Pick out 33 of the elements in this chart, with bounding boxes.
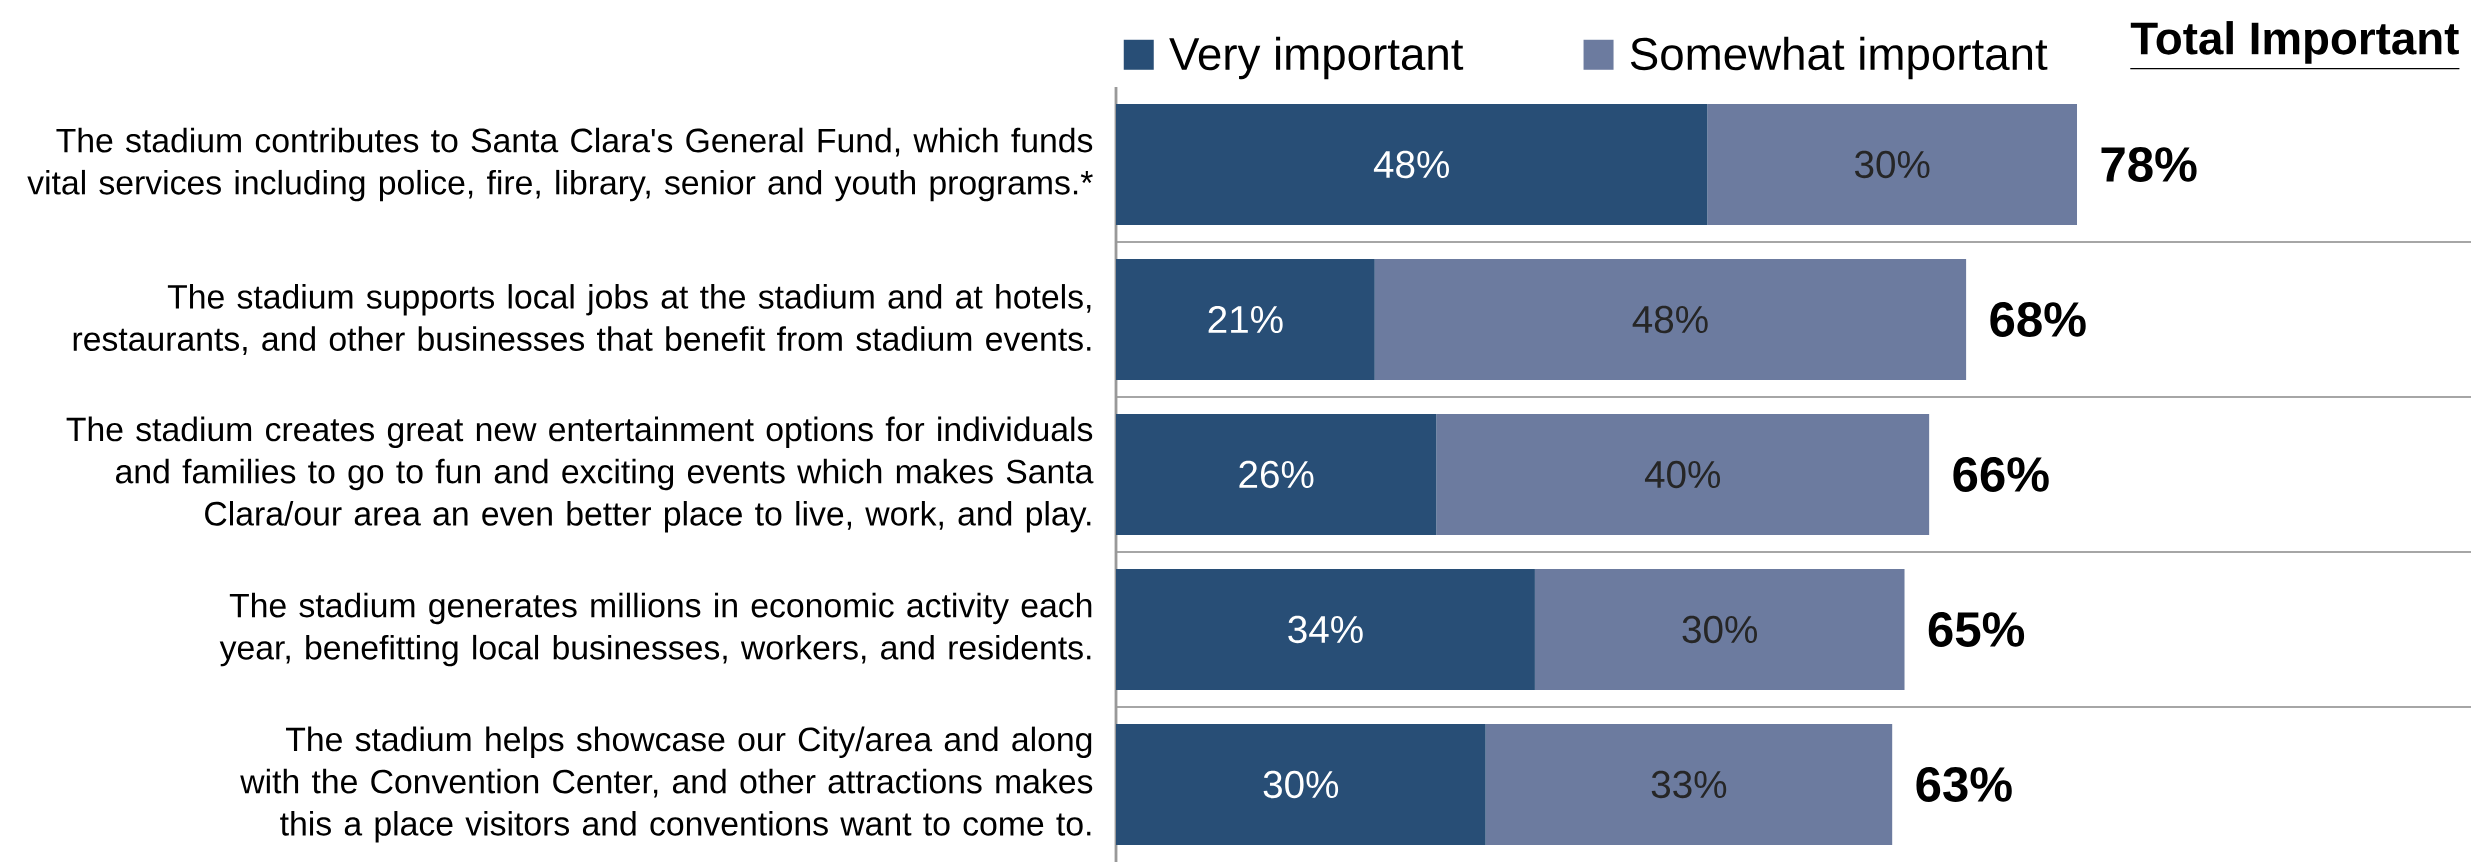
data-label: 33% xyxy=(1651,770,1727,799)
data-label: 21% xyxy=(1208,305,1283,334)
bar xyxy=(1707,104,2078,225)
total-label: 66% xyxy=(1953,457,2049,492)
data-label: 48% xyxy=(1373,150,1449,179)
text: Total Important xyxy=(2130,21,2459,64)
data-label: 26% xyxy=(1239,460,1314,489)
bar xyxy=(1116,104,1708,225)
bar xyxy=(1534,569,1905,690)
bar xyxy=(1116,414,1437,535)
bar xyxy=(1374,259,1967,380)
data-label: 30% xyxy=(1263,770,1339,799)
total-label: 65% xyxy=(1928,612,2025,647)
total-label: 68% xyxy=(1990,302,2086,337)
data-label: 40% xyxy=(1644,460,1721,489)
bar xyxy=(1485,724,1893,845)
data-label: 30% xyxy=(1682,615,1757,644)
y-tick-label: The stadium supports local jobs at the stadium and at hotels, restaurants, and other businesses that benefit from stadium events. xyxy=(73,284,1091,355)
legend-label: Very important xyxy=(1169,36,1464,80)
y-tick-label: The stadium generates millions in economic activity each year, benefitting local businesses, workers, and residents. xyxy=(219,592,1092,667)
y-tick-label: The stadium contributes to Santa Clara's General Fund, which funds vital services including police, fire, library, senior and youth programs.* xyxy=(27,127,1093,202)
total-label: 78% xyxy=(2101,147,2197,182)
y-tick-label: The stadium helps showcase our City/area and along with the Convention Center, and other attractions makes this a place visitors and conventions want to come to. xyxy=(240,726,1093,843)
data-label: 30% xyxy=(1855,150,1930,179)
bar xyxy=(1436,414,1930,535)
bar xyxy=(1116,724,1486,845)
bar xyxy=(1116,569,1535,690)
legend-label: Somewhat important xyxy=(1630,36,2048,80)
data-label: 34% xyxy=(1288,615,1363,644)
total-label: 63% xyxy=(1916,767,2012,802)
data-label: 48% xyxy=(1632,305,1708,334)
y-tick-label: The stadium creates great new entertainment options for individuals and families to go to fun and exciting events which makes Santa Clara/our area an even better place to live, work, and play. xyxy=(66,416,1094,533)
bar xyxy=(1116,259,1375,380)
